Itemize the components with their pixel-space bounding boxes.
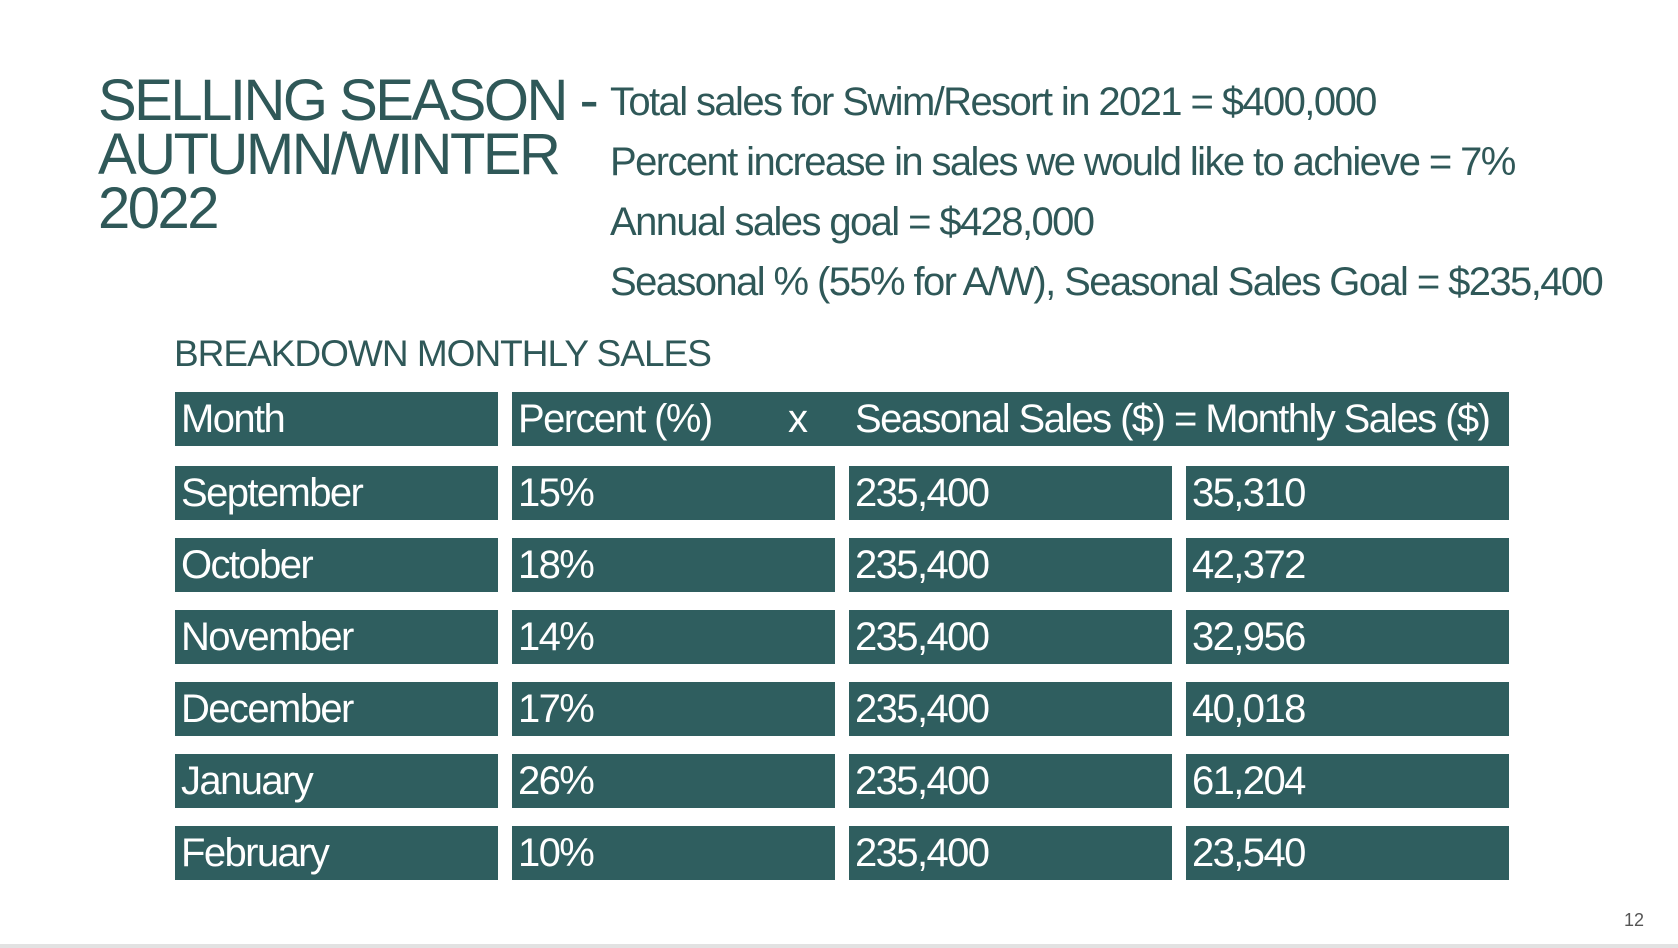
table-row-monthly: 42,372 (1186, 538, 1509, 592)
table-row-month: November (175, 610, 498, 664)
table-row-monthly: 32,956 (1186, 610, 1509, 664)
table-row-month: September (175, 466, 498, 520)
table-row-seasonal: 235,400 (849, 826, 1172, 880)
page-number: 12 (1624, 910, 1645, 930)
table-row-monthly: 61,204 (1186, 754, 1509, 808)
table-row-month: January (175, 754, 498, 808)
table-row-monthly: 35,310 (1186, 466, 1509, 520)
fact-total-sales: Total sales for Swim/Resort in 2021 = $4… (610, 80, 1377, 124)
header-percent: Percent (%) (518, 397, 713, 441)
header-band (512, 392, 1509, 446)
slide-title: SELLING SEASON - AUTUMN/WINTER 2022 (98, 68, 599, 241)
title-line-3: 2022 (98, 176, 220, 241)
header-monthly-sales: = Monthly Sales ($) (1174, 397, 1491, 441)
title-line-1: SELLING SEASON - (98, 68, 599, 133)
fact-percent-increase: Percent increase in sales we would like … (610, 140, 1516, 184)
table-row-seasonal: 235,400 (849, 610, 1172, 664)
table-row-monthly: 23,540 (1186, 826, 1509, 880)
fact-annual-goal: Annual sales goal = $428,000 (610, 200, 1095, 244)
table-row-percent: 10% (512, 826, 835, 880)
table-row-percent: 18% (512, 538, 835, 592)
table-row-month: December (175, 682, 498, 736)
table-row-percent: 14% (512, 610, 835, 664)
table-row-monthly: 40,018 (1186, 682, 1509, 736)
header-seasonal-sales: Seasonal Sales ($) (855, 397, 1166, 441)
header-month: Month (175, 392, 498, 446)
table-row-seasonal: 235,400 (849, 682, 1172, 736)
table-row-month: October (175, 538, 498, 592)
table-row-seasonal: 235,400 (849, 754, 1172, 808)
table-row-percent: 17% (512, 682, 835, 736)
title-line-2: AUTUMN/WINTER (98, 122, 561, 187)
fact-seasonal-goal: Seasonal % (55% for A/W), Seasonal Sales… (610, 260, 1604, 304)
breakdown-subtitle: BREAKDOWN MONTHLY SALES (174, 333, 712, 374)
header-times-sign: x (788, 397, 808, 441)
table-row-month: February (175, 826, 498, 880)
table-row-percent: 26% (512, 754, 835, 808)
bottom-divider (0, 944, 1678, 948)
table-row-percent: 15% (512, 466, 835, 520)
sales-facts: Total sales for Swim/Resort in 2021 = $4… (610, 72, 1604, 312)
table-row-seasonal: 235,400 (849, 466, 1172, 520)
table-row-seasonal: 235,400 (849, 538, 1172, 592)
